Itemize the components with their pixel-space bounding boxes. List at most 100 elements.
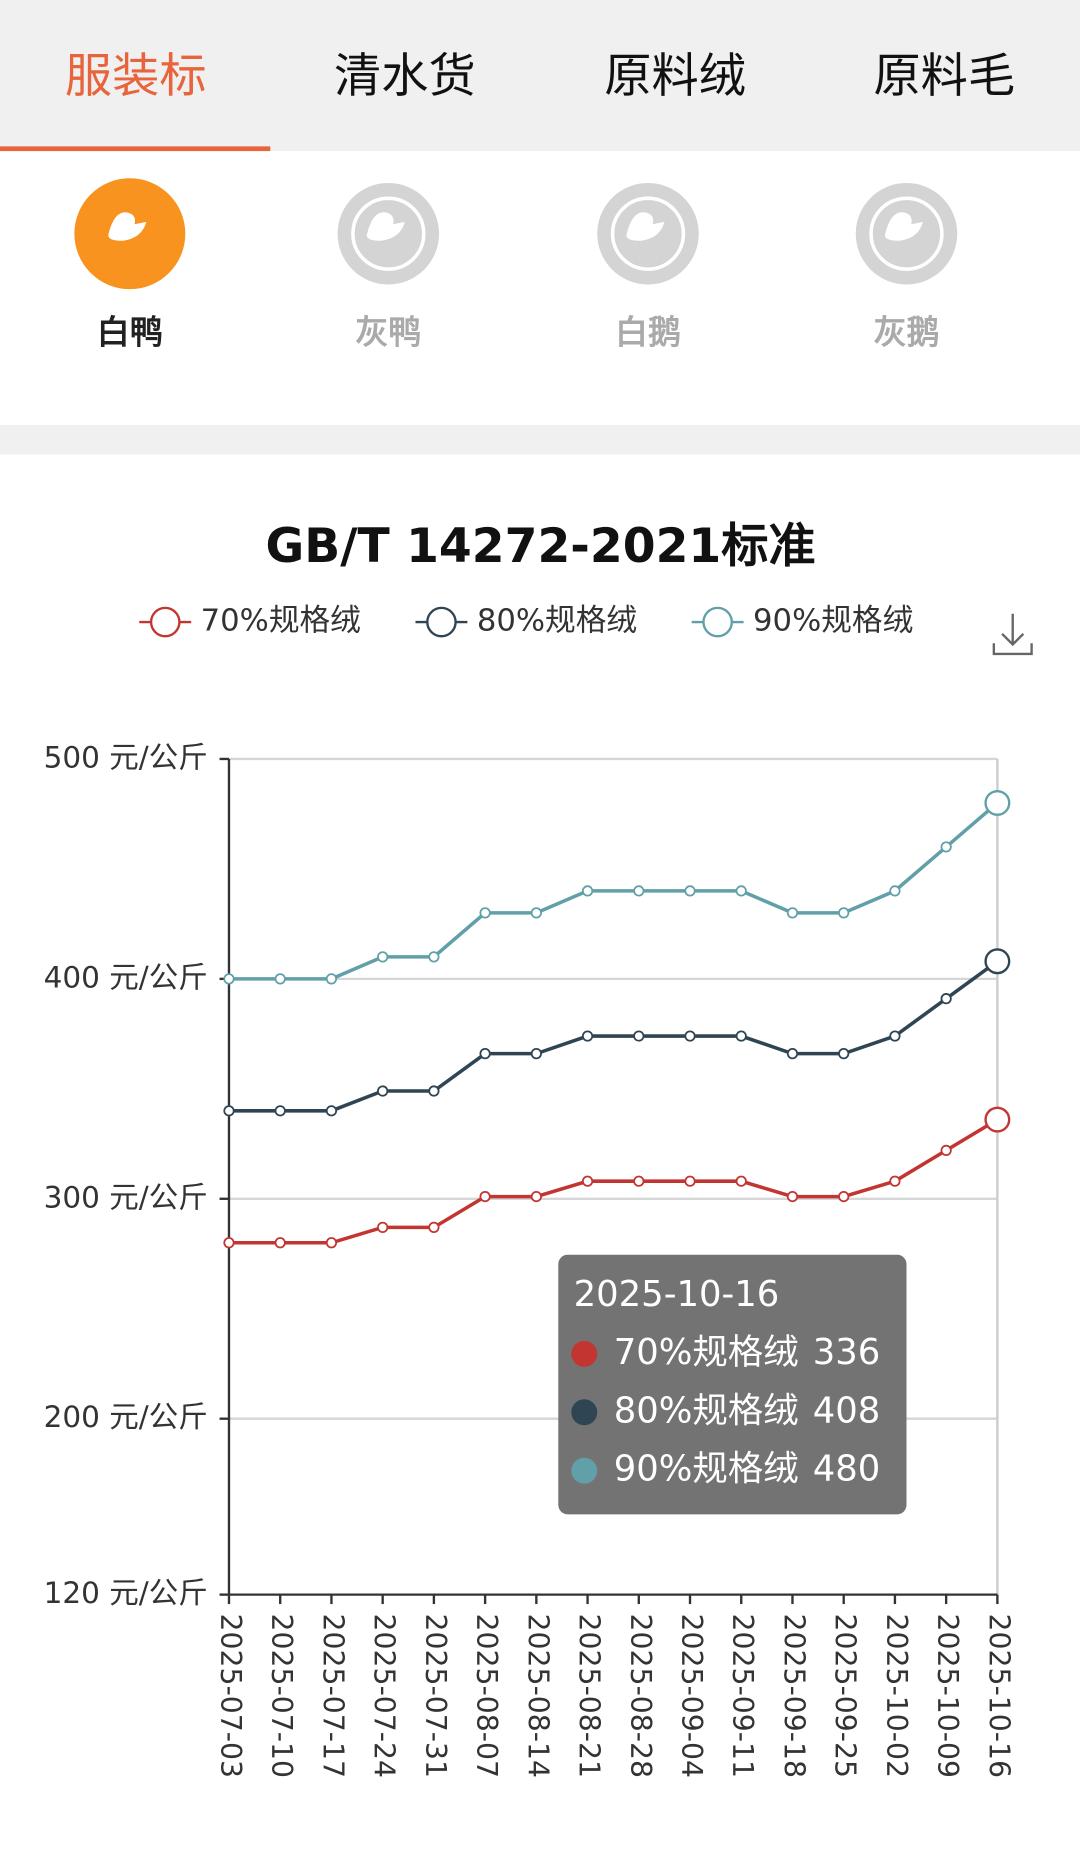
point[interactable] — [428, 1085, 440, 1097]
point[interactable] — [377, 951, 389, 963]
x-tick-label: 2025-08-21 — [573, 1614, 606, 1779]
point[interactable] — [984, 948, 1011, 975]
point[interactable] — [325, 1105, 338, 1117]
point[interactable] — [984, 1106, 1011, 1133]
tab-bar — [0, 0, 1080, 152]
y-tick-label: 400 元/公斤 — [44, 960, 208, 994]
y-tick-label: 300 元/公斤 — [44, 1180, 208, 1214]
point[interactable] — [428, 1221, 440, 1233]
series-line — [228, 959, 999, 1113]
tab[interactable]: 服装标 — [65, 49, 207, 104]
tab-underline — [0, 146, 271, 152]
series-line — [228, 801, 999, 981]
point[interactable] — [940, 841, 952, 853]
x-tick-label: 2025-09-04 — [675, 1614, 708, 1779]
bird — [626, 212, 665, 241]
point[interactable] — [735, 1030, 747, 1042]
point[interactable] — [274, 1105, 286, 1117]
y-tick-label: 200 元/公斤 — [44, 1400, 208, 1434]
x-tick-label: 2025-10-09 — [931, 1614, 964, 1779]
y-tick-label: 120 元/公斤 — [44, 1576, 208, 1610]
legend-item[interactable]: 80%规格绒 — [415, 604, 637, 639]
point[interactable] — [684, 885, 696, 897]
point[interactable] — [325, 1237, 338, 1249]
point[interactable] — [889, 885, 901, 897]
legend-label: 90%规格绒 — [753, 604, 913, 639]
sub-tab-label[interactable]: 白鹅 — [615, 313, 681, 352]
tooltip-name: 90%规格绒 — [614, 1449, 799, 1490]
legend-marker — [149, 606, 181, 638]
point[interactable] — [479, 907, 491, 919]
chart-title: GB/T 14272-2021标准 — [265, 519, 815, 574]
point[interactable] — [684, 1175, 696, 1187]
point[interactable] — [223, 1105, 235, 1117]
x-tick-label: 2025-09-25 — [829, 1614, 862, 1779]
point[interactable] — [633, 885, 645, 897]
point[interactable] — [838, 1190, 850, 1203]
point[interactable] — [377, 1221, 389, 1233]
x-tick-label: 2025-07-24 — [368, 1614, 401, 1779]
icon-ring — [610, 196, 686, 271]
icon-ring — [869, 196, 944, 271]
point[interactable] — [428, 951, 440, 963]
y-tick-label: 500 元/公斤 — [44, 740, 208, 774]
point[interactable] — [530, 907, 542, 919]
point[interactable] — [940, 993, 952, 1005]
tooltip-dot — [571, 1399, 598, 1426]
point[interactable] — [735, 1175, 747, 1187]
download-icon[interactable] — [992, 613, 1033, 656]
tab[interactable]: 原料绒 — [604, 49, 746, 104]
point[interactable] — [479, 1190, 491, 1203]
tab[interactable]: 原料毛 — [873, 49, 1015, 104]
x-tick-label: 2025-09-18 — [777, 1614, 810, 1779]
sub-tab-label[interactable]: 白鸭 — [97, 313, 163, 352]
point[interactable] — [581, 1030, 594, 1042]
tooltip-value: 336 — [813, 1332, 881, 1373]
tooltip-dot — [571, 1457, 598, 1484]
point[interactable] — [984, 789, 1011, 816]
sub-tab-label[interactable]: 灰鸭 — [355, 313, 421, 352]
point[interactable] — [838, 1048, 850, 1060]
point[interactable] — [223, 1237, 235, 1249]
point[interactable] — [889, 1030, 901, 1042]
point[interactable] — [786, 1190, 799, 1203]
point[interactable] — [325, 973, 338, 985]
x-tick-label: 2025-07-03 — [214, 1614, 247, 1779]
point[interactable] — [377, 1085, 389, 1097]
point[interactable] — [633, 1030, 645, 1042]
legend-item[interactable]: 70%规格绒 — [139, 604, 361, 639]
point[interactable] — [479, 1048, 491, 1060]
bird — [108, 212, 147, 241]
bird — [366, 212, 405, 241]
point[interactable] — [633, 1175, 645, 1187]
x-tick-label: 2025-08-14 — [521, 1614, 554, 1779]
tooltip-name: 80%规格绒 — [614, 1390, 799, 1431]
point[interactable] — [581, 1175, 594, 1187]
point[interactable] — [530, 1048, 542, 1060]
x-tick-label: 2025-10-02 — [880, 1614, 913, 1779]
tooltip-row: 70%规格绒 336 — [614, 1332, 881, 1373]
point[interactable] — [940, 1144, 952, 1157]
point[interactable] — [684, 1030, 696, 1042]
point[interactable] — [530, 1190, 542, 1203]
bird — [884, 212, 924, 241]
point[interactable] — [786, 907, 799, 919]
point[interactable] — [889, 1175, 901, 1187]
point[interactable] — [274, 1237, 286, 1249]
legend-marker — [426, 606, 457, 638]
point[interactable] — [223, 973, 235, 985]
x-tick-label: 2025-07-10 — [265, 1614, 298, 1779]
x-tick-label: 2025-09-11 — [726, 1614, 759, 1779]
tooltip: 2025-10-16 70%规格绒 336 80%规格绒 408 90%规格绒 480 — [558, 1254, 907, 1515]
point[interactable] — [735, 885, 747, 897]
x-tick-label: 2025-07-31 — [419, 1614, 452, 1779]
point[interactable] — [786, 1048, 799, 1060]
tab[interactable]: 清水货 — [334, 49, 476, 104]
legend-item[interactable]: 90%规格绒 — [691, 604, 914, 639]
point[interactable] — [581, 885, 594, 897]
sub-tab-label[interactable]: 灰鹅 — [873, 313, 939, 352]
tooltip-row: 80%规格绒 408 — [614, 1390, 881, 1431]
point[interactable] — [838, 907, 850, 919]
point[interactable] — [274, 973, 286, 985]
